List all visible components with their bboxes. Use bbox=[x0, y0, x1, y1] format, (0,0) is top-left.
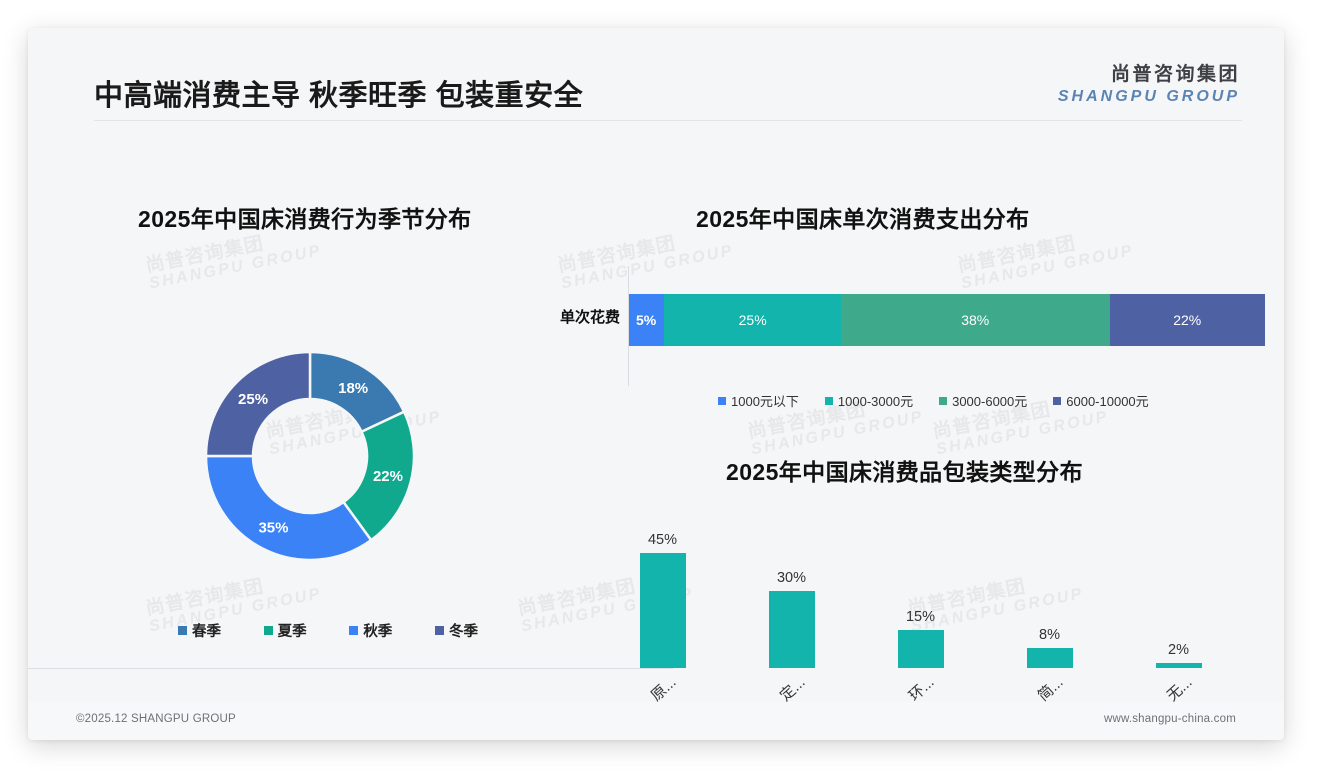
bar-column: 8% bbox=[985, 523, 1114, 668]
legend-label: 夏季 bbox=[277, 624, 307, 640]
donut-svg: 18% 22% 35% 25% bbox=[204, 350, 416, 562]
footer-website[interactable]: www.shangpu-china.com bbox=[1103, 713, 1236, 725]
bar-x-label: 简... bbox=[1034, 673, 1067, 705]
donut-chart: 18% 22% 35% 25% bbox=[168, 318, 458, 598]
donut-slice-label: 18% bbox=[338, 380, 368, 397]
donut-slice-label: 35% bbox=[258, 520, 288, 537]
legend-item[interactable]: 3000-6000元 bbox=[939, 391, 1027, 410]
legend-item[interactable]: 1000元以下 bbox=[718, 391, 799, 410]
donut-chart-title: 2025年中国床消费行为季节分布 bbox=[138, 206, 472, 232]
brand-logo: 尚普咨询集团 SHANGPU GROUP bbox=[1058, 64, 1240, 107]
bar[interactable] bbox=[639, 552, 686, 668]
stacked-bar-chart-title: 2025年中国床单次消费支出分布 bbox=[696, 206, 1030, 232]
legend-item[interactable]: 6000-10000元 bbox=[1053, 391, 1149, 410]
bar-x-label: 无... bbox=[1163, 673, 1196, 705]
bar-chart-title: 2025年中国床消费品包装类型分布 bbox=[726, 459, 1083, 485]
legend-item[interactable]: 1000-3000元 bbox=[824, 391, 914, 410]
bar[interactable] bbox=[1155, 662, 1202, 668]
bar-column: 2% bbox=[1114, 523, 1243, 668]
header-divider bbox=[94, 120, 1242, 121]
donut-slice-label: 22% bbox=[373, 468, 403, 485]
bar-value-label: 45% bbox=[647, 531, 678, 548]
bar-chart-axis-line bbox=[28, 668, 673, 669]
legend-swatch-icon bbox=[434, 626, 444, 635]
watermark-en: SHANGPU GROUP bbox=[147, 242, 324, 293]
bar-column: 15% bbox=[856, 523, 985, 668]
legend-item[interactable]: 秋季 bbox=[349, 620, 392, 641]
packaging-bar-chart: 45% 30% 15% 8% 2% bbox=[598, 498, 1243, 668]
stacked-bar-segment-label: 22% bbox=[1173, 312, 1202, 328]
legend-swatch-icon bbox=[1053, 396, 1062, 405]
stacked-bar-segment[interactable]: 22% bbox=[1109, 294, 1265, 346]
brand-logo-en: SHANGPU GROUP bbox=[1057, 87, 1240, 105]
slide-canvas: 尚普咨询集团 SHANGPU GROUP 尚普咨询集团 SHANGPU GROU… bbox=[28, 28, 1284, 740]
stacked-bar-segment-label: 38% bbox=[961, 312, 990, 328]
header: 中高端消费主导 秋季旺季 包装重安全 尚普咨询集团 SHANGPU GROUP bbox=[28, 28, 1284, 120]
watermark: 尚普咨询集团 SHANGPU GROUP bbox=[144, 224, 323, 294]
stacked-bar-segment[interactable]: 38% bbox=[840, 294, 1110, 346]
donut-chart-legend: 春季 夏季 秋季 冬季 bbox=[178, 620, 478, 641]
legend-item[interactable]: 夏季 bbox=[263, 620, 307, 641]
stacked-bar-track: 5% 25% 38% 22% bbox=[629, 294, 1265, 346]
footer-copyright: ©2025.12 SHANGPU GROUP bbox=[76, 713, 236, 725]
bar-column: 45% bbox=[598, 523, 727, 668]
stacked-bar-chart: 单次花费 5% 25% 38% 22% bbox=[528, 266, 1273, 386]
stacked-bar-segment-label: 5% bbox=[636, 312, 657, 328]
legend-swatch-icon bbox=[349, 626, 359, 635]
bar[interactable] bbox=[1026, 647, 1073, 668]
legend-label: 秋季 bbox=[363, 624, 393, 640]
bar[interactable] bbox=[768, 591, 815, 668]
bar-x-label: 环... bbox=[905, 673, 938, 705]
bar-x-label: 定... bbox=[776, 673, 809, 705]
legend-item[interactable]: 春季 bbox=[178, 620, 221, 641]
legend-label: 1000元以下 bbox=[731, 394, 799, 409]
legend-swatch-icon bbox=[178, 626, 187, 635]
donut-slice-label: 25% bbox=[238, 391, 268, 408]
donut-slice[interactable] bbox=[204, 350, 312, 458]
legend-label: 6000-10000元 bbox=[1066, 394, 1149, 409]
bar-value-label: 30% bbox=[776, 570, 807, 587]
stacked-bar-axis-line bbox=[628, 266, 629, 386]
bar-x-label: 原... bbox=[647, 673, 680, 705]
bar-value-label: 15% bbox=[905, 608, 936, 625]
stacked-bar-legend: 1000元以下 1000-3000元 3000-6000元 6000-10000… bbox=[718, 391, 1149, 410]
legend-label: 3000-6000元 bbox=[952, 394, 1028, 409]
page-title: 中高端消费主导 秋季旺季 包装重安全 bbox=[94, 80, 584, 112]
stacked-bar-category-label: 单次花费 bbox=[559, 309, 620, 326]
watermark-en: SHANGPU GROUP bbox=[934, 408, 1111, 459]
stacked-bar-segment-label: 25% bbox=[738, 312, 767, 328]
footer-bar: ©2025.12 SHANGPU GROUP www.shangpu-china… bbox=[28, 702, 1284, 740]
stacked-bar-segment[interactable]: 25% bbox=[664, 294, 841, 346]
legend-swatch-icon bbox=[939, 396, 948, 405]
bar-chart-plot: 45% 30% 15% 8% 2% bbox=[598, 523, 1243, 668]
legend-label: 1000-3000元 bbox=[837, 394, 914, 409]
bar[interactable] bbox=[897, 629, 944, 668]
legend-label: 冬季 bbox=[448, 624, 478, 640]
bar-value-label: 8% bbox=[1039, 626, 1060, 643]
donut-slice[interactable] bbox=[204, 454, 373, 562]
legend-swatch-icon bbox=[718, 396, 726, 405]
legend-swatch-icon bbox=[263, 626, 273, 635]
legend-label: 春季 bbox=[192, 624, 221, 640]
legend-swatch-icon bbox=[824, 396, 833, 405]
stacked-bar-segment[interactable]: 5% bbox=[629, 294, 665, 346]
brand-logo-cn: 尚普咨询集团 bbox=[1110, 64, 1240, 85]
bar-column: 30% bbox=[727, 523, 856, 668]
legend-item[interactable]: 冬季 bbox=[434, 620, 478, 641]
watermark-en: SHANGPU GROUP bbox=[749, 408, 926, 459]
bar-value-label: 2% bbox=[1168, 641, 1189, 658]
